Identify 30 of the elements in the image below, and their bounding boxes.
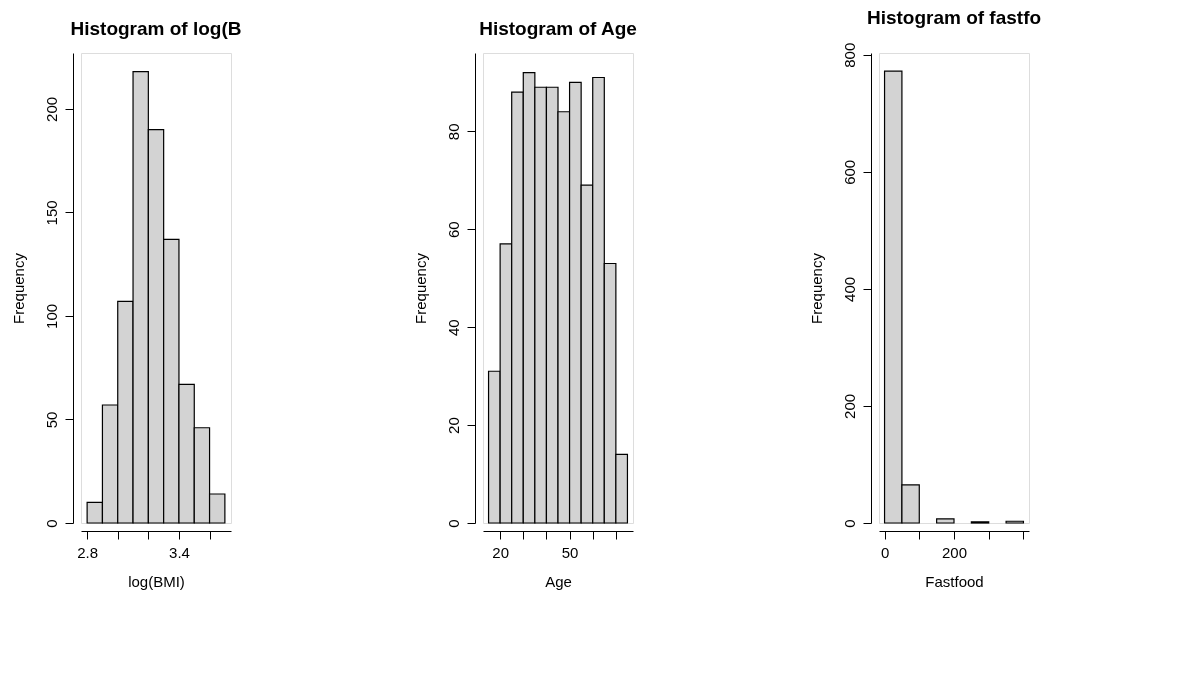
y-tick-label: 50 xyxy=(42,411,60,429)
y-tick-label: 0 xyxy=(444,519,462,528)
y-tick-label: 80 xyxy=(444,123,462,141)
y-tick-label: 600 xyxy=(840,159,858,185)
x-axis-title: Fastfood xyxy=(925,572,984,590)
y-axis-title: Frequency xyxy=(807,252,825,324)
x-tick-label: 20 xyxy=(492,543,509,561)
y-axis-title: Frequency xyxy=(411,252,429,324)
y-axis-title: Frequency xyxy=(9,252,27,324)
chart-title: Histogram of fastfo xyxy=(866,7,1042,29)
y-tick-label: 40 xyxy=(444,319,462,337)
y-tick-label: 200 xyxy=(42,96,60,122)
x-axis-title: log(BMI) xyxy=(128,572,185,590)
y-tick-label: 0 xyxy=(42,519,60,528)
x-axis-title: Age xyxy=(545,572,572,590)
x-tick-label: 2.8 xyxy=(77,543,99,561)
y-tick-label: 400 xyxy=(840,276,858,302)
y-tick-label: 150 xyxy=(42,200,60,226)
chart-title: Histogram of log(B xyxy=(70,18,242,39)
x-tick-label: 200 xyxy=(941,543,968,561)
x-tick-label: 50 xyxy=(561,543,579,561)
y-tick-label: 60 xyxy=(444,221,462,239)
y-tick-label: 200 xyxy=(840,393,858,419)
y-tick-label: 100 xyxy=(42,303,60,329)
y-tick-label: 20 xyxy=(444,417,462,434)
chart-title: Histogram of Age xyxy=(479,18,637,39)
y-tick-label: 0 xyxy=(840,519,858,528)
x-tick-label: 0 xyxy=(880,543,890,561)
x-tick-label: 3.4 xyxy=(169,543,190,561)
y-tick-label: 800 xyxy=(840,42,858,68)
